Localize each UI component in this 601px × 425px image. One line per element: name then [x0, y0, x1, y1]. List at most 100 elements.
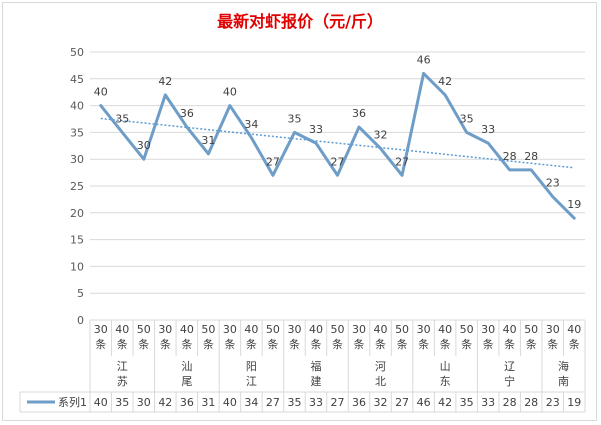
table-value-cell: 36: [352, 396, 366, 409]
category-size-label: 40: [115, 323, 129, 336]
category-size-label: 50: [524, 323, 538, 336]
data-label: 42: [438, 75, 452, 88]
y-tick-label: 25: [70, 180, 84, 193]
table-value-cell: 34: [244, 396, 258, 409]
group-label-char: 海: [558, 359, 569, 373]
group-label-char: 北: [375, 375, 386, 388]
table-value-cell: 36: [180, 396, 194, 409]
table-value-cell: 23: [546, 396, 560, 409]
category-size-label: 50: [137, 323, 151, 336]
group-label-char: 山: [440, 360, 451, 373]
y-tick-label: 0: [77, 314, 84, 327]
data-label: 36: [352, 107, 366, 120]
category-size-label: 50: [331, 323, 345, 336]
group-label-char: 尾: [181, 375, 192, 388]
data-label: 35: [460, 112, 474, 125]
category-unit-label: 条: [547, 337, 558, 351]
category-size-label: 30: [94, 323, 108, 336]
category-unit-label: 条: [375, 337, 386, 351]
category-size-label: 40: [309, 323, 323, 336]
group-label-char: 江: [246, 375, 257, 388]
category-size-label: 30: [417, 323, 431, 336]
category-unit-label: 条: [354, 337, 365, 351]
data-label: 42: [158, 75, 172, 88]
category-unit-label: 条: [332, 337, 343, 351]
table-value-cell: 27: [331, 396, 345, 409]
table-value-cell: 33: [481, 396, 495, 409]
group-label-char: 苏: [117, 375, 128, 388]
table-value-cell: 32: [374, 396, 388, 409]
group-label-char: 东: [440, 375, 451, 388]
data-label: 27: [395, 155, 409, 168]
data-label: 31: [201, 134, 215, 147]
category-unit-label: 条: [418, 337, 429, 351]
series-line: [99, 71, 576, 220]
category-size-label: 50: [266, 323, 280, 336]
table-value-cell: 28: [503, 396, 517, 409]
group-label-char: 南: [558, 375, 569, 388]
y-tick-label: 5: [77, 287, 84, 300]
category-size-label: 30: [223, 323, 237, 336]
table-value-cell: 27: [266, 396, 280, 409]
table-value-cell: 35: [287, 396, 301, 409]
table-value-cell: 35: [460, 396, 474, 409]
category-size-label: 30: [546, 323, 560, 336]
y-tick-label: 10: [70, 260, 84, 273]
table-value-cell: 40: [94, 396, 108, 409]
table-value-cell: 19: [567, 396, 581, 409]
data-label: 28: [524, 150, 538, 163]
category-size-label: 50: [201, 323, 215, 336]
data-label: 35: [287, 112, 301, 125]
category-size-label: 40: [503, 323, 517, 336]
category-unit-label: 条: [138, 337, 149, 351]
group-label-char: 建: [310, 374, 321, 388]
data-label: 35: [115, 112, 129, 125]
chart-frame: [2, 2, 597, 421]
chart-title: 最新对虾报价（元/斤）: [217, 12, 383, 31]
y-tick-label: 20: [70, 207, 84, 220]
category-unit-label: 条: [117, 337, 128, 351]
category-size-label: 50: [395, 323, 409, 336]
data-label: 40: [94, 86, 108, 99]
category-unit-label: 条: [181, 337, 192, 351]
table-value-cell: 30: [137, 396, 151, 409]
category-unit-label: 条: [246, 337, 257, 351]
table-value-cell: 46: [417, 396, 431, 409]
table-value-cell: 40: [223, 396, 237, 409]
table-value-cell: 28: [524, 396, 538, 409]
data-label: 36: [180, 107, 194, 120]
category-unit-label: 条: [440, 337, 451, 351]
category-unit-label: 条: [267, 337, 278, 351]
group-label-char: 阳: [246, 360, 257, 373]
category-size-label: 50: [460, 323, 474, 336]
group-label-char: 汕: [181, 360, 192, 373]
y-tick-label: 15: [70, 234, 84, 247]
table-value-cell: 27: [395, 396, 409, 409]
category-unit-label: 条: [95, 337, 106, 351]
data-label: 27: [266, 155, 280, 168]
group-label-char: 江: [117, 360, 128, 373]
category-unit-label: 条: [526, 337, 537, 351]
data-label: 46: [417, 53, 431, 66]
category-size-label: 40: [180, 323, 194, 336]
category-size-label: 40: [567, 323, 581, 336]
category-size-label: 30: [352, 323, 366, 336]
table-value-cell: 35: [115, 396, 129, 409]
category-unit-label: 条: [397, 337, 408, 351]
data-label: 28: [503, 150, 517, 163]
category-unit-label: 条: [160, 337, 171, 351]
category-unit-label: 条: [289, 337, 300, 351]
category-size-label: 40: [438, 323, 452, 336]
group-label-char: 河: [375, 360, 386, 373]
data-label: 30: [137, 139, 151, 152]
y-tick-label: 30: [70, 153, 84, 166]
table-value-cell: 42: [158, 396, 172, 409]
category-unit-label: 条: [224, 337, 235, 351]
category-unit-label: 条: [569, 337, 580, 351]
group-label-char: 辽: [504, 360, 515, 373]
legend-series-name: 系列1: [58, 395, 87, 409]
category-unit-label: 条: [504, 337, 515, 351]
group-label-char: 福: [310, 359, 321, 373]
table-value-cell: 33: [309, 396, 323, 409]
data-label: 27: [331, 155, 345, 168]
